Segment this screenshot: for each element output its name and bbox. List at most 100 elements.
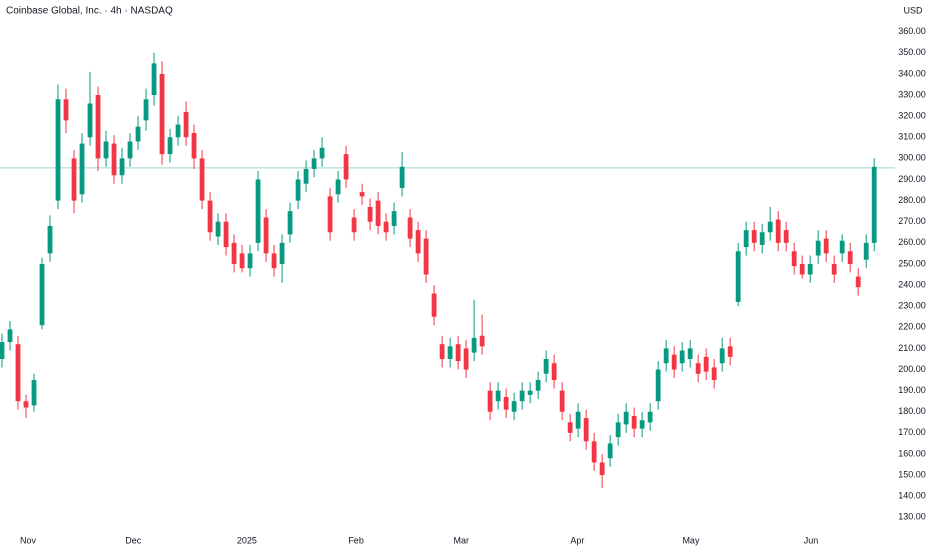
candle-body (63, 99, 69, 121)
candle-body (495, 390, 501, 402)
candle-body (383, 221, 389, 233)
y-tick-label: 240.00 (898, 279, 926, 289)
candle-body (71, 158, 77, 201)
candle-body (591, 441, 597, 463)
candle-body (855, 276, 861, 288)
candle-body (415, 230, 421, 254)
candle-body (839, 240, 845, 254)
candle-body (191, 133, 197, 159)
candle-body (399, 166, 405, 188)
candle-body (767, 221, 773, 233)
candle-body (0, 342, 5, 359)
candle-body (759, 232, 765, 245)
candle-body (319, 147, 325, 159)
candle-body (31, 380, 37, 406)
candle-body (559, 390, 565, 412)
candle-body (159, 73, 165, 155)
candle-body (231, 242, 237, 264)
x-tick-label: Nov (20, 535, 37, 545)
y-tick-label: 250.00 (898, 258, 926, 268)
candle-body (567, 422, 573, 433)
candle-body (263, 217, 269, 254)
y-tick-label: 300.00 (898, 153, 926, 163)
y-tick-label: 360.00 (898, 26, 926, 36)
currency-label: USD (903, 5, 923, 15)
y-tick-label: 170.00 (898, 427, 926, 437)
candle-body (583, 418, 589, 442)
candle-body (735, 251, 741, 302)
candle-body (359, 192, 365, 197)
candle-body (175, 124, 181, 138)
y-tick-label: 140.00 (898, 491, 926, 501)
candle-body (271, 253, 277, 269)
x-tick-label: May (682, 535, 700, 545)
y-tick-label: 350.00 (898, 47, 926, 57)
candle-body (167, 137, 173, 155)
candle-body (743, 230, 749, 248)
candle-body (407, 217, 413, 239)
y-tick-label: 190.00 (898, 385, 926, 395)
candle-body (111, 143, 117, 176)
candle-body (543, 358, 549, 374)
candle-body (551, 363, 557, 381)
candle-body (335, 179, 341, 195)
candle-body (55, 99, 61, 201)
candle-body (95, 95, 101, 159)
chart-title: Coinbase Global, Inc. · 4h · NASDAQ (6, 6, 173, 17)
candle-body (575, 411, 581, 429)
candle-body (863, 242, 869, 260)
candle-body (239, 253, 245, 269)
candle-body (455, 344, 461, 362)
y-tick-label: 290.00 (898, 174, 926, 184)
candle-body (615, 422, 621, 438)
x-tick-label: Mar (454, 535, 470, 545)
candle-body (599, 462, 605, 476)
y-tick-label: 270.00 (898, 216, 926, 226)
candle-body (311, 158, 317, 169)
candle-body (663, 348, 669, 364)
candle-body (511, 401, 517, 412)
candle-body (439, 344, 445, 359)
candle-body (503, 396, 509, 410)
candle-body (679, 350, 685, 364)
candle-body (367, 206, 373, 222)
candle-body (823, 238, 829, 254)
candle-body (135, 126, 141, 142)
candle-body (847, 251, 853, 264)
candle-body (279, 242, 285, 264)
x-tick-label: Jun (804, 535, 819, 545)
candle-body (39, 263, 45, 326)
candle-body (343, 154, 349, 180)
y-tick-label: 150.00 (898, 469, 926, 479)
candle-body (247, 253, 253, 269)
candle-body (103, 141, 109, 159)
y-tick-label: 310.00 (898, 132, 926, 142)
candle-body (647, 411, 653, 423)
candle-body (527, 390, 533, 395)
candle-body (623, 411, 629, 425)
y-tick-label: 260.00 (898, 237, 926, 247)
candle-body (815, 240, 821, 256)
candle-body (831, 263, 837, 275)
candle-body (207, 200, 213, 233)
candle-body (711, 367, 717, 381)
candle-body (479, 335, 485, 347)
candle-body (183, 111, 189, 138)
candle-body (639, 420, 645, 429)
y-tick-label: 340.00 (898, 68, 926, 78)
candle-body (431, 293, 437, 317)
candle-body (631, 415, 637, 429)
candle-body (775, 219, 781, 243)
candle-body (87, 103, 93, 138)
candle-body (391, 211, 397, 226)
candle-body (751, 230, 757, 243)
candle-body (719, 348, 725, 364)
candle-body (783, 230, 789, 243)
candle-body (79, 143, 85, 195)
y-tick-label: 280.00 (898, 195, 926, 205)
y-tick-label: 160.00 (898, 448, 926, 458)
candle-body (303, 168, 309, 184)
candle-body (519, 390, 525, 402)
candle-body (327, 196, 333, 233)
